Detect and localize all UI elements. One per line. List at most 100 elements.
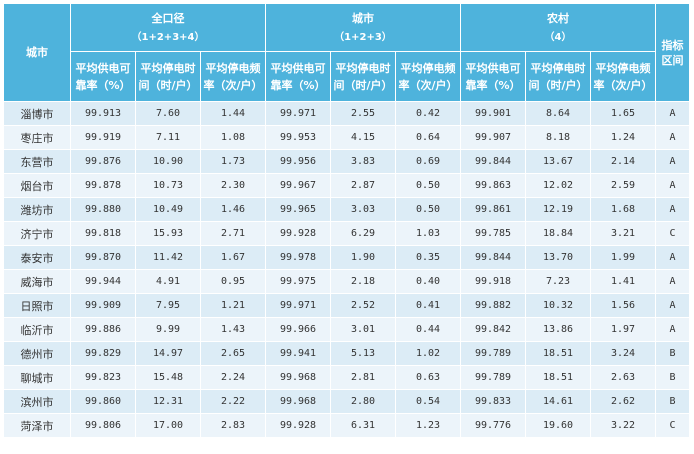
value-cell: 18.51	[525, 341, 591, 366]
value-cell: 99.880	[70, 197, 136, 222]
value-cell: 99.829	[70, 341, 136, 366]
value-cell: 99.860	[70, 389, 136, 414]
value-cell: 12.02	[525, 173, 591, 198]
city-cell: 德州市	[3, 341, 71, 366]
level-cell: A	[655, 149, 691, 174]
city-cell: 泰安市	[3, 245, 71, 270]
value-cell: 7.60	[135, 101, 201, 126]
value-cell: 99.886	[70, 317, 136, 342]
value-cell: 99.967	[265, 173, 331, 198]
value-cell: 9.99	[135, 317, 201, 342]
value-cell: 2.24	[200, 365, 266, 390]
city-cell: 菏泽市	[3, 413, 71, 438]
level-cell: A	[655, 173, 691, 198]
table-row: 枣庄市 99.919 7.11 1.08 99.953 4.15 0.64 99.907 8.1…	[3, 125, 691, 150]
value-cell: 2.22	[200, 389, 266, 414]
level-cell: A	[655, 269, 691, 294]
table-row: 威海市 99.944 4.91 0.95 99.975 2.18 0.40 99.918 7.2…	[3, 269, 691, 294]
value-cell: 1.90	[330, 245, 396, 270]
value-cell: 1.46	[200, 197, 266, 222]
group-header-urban: 城市 （1+2+3）	[265, 3, 461, 52]
value-cell: 13.86	[525, 317, 591, 342]
value-cell: 14.61	[525, 389, 591, 414]
value-cell: 7.11	[135, 125, 201, 150]
metric-header-rural-2: 平均停电频 率（次/户）	[589, 51, 657, 102]
city-cell: 枣庄市	[3, 125, 71, 150]
value-cell: 99.863	[460, 173, 526, 198]
value-cell: 0.42	[395, 101, 461, 126]
level-column-header: 指标 区间	[655, 3, 691, 102]
value-cell: 1.67	[200, 245, 266, 270]
value-cell: 15.93	[135, 221, 201, 246]
value-cell: 99.878	[70, 173, 136, 198]
value-cell: 99.823	[70, 365, 136, 390]
value-cell: 99.913	[70, 101, 136, 126]
value-cell: 12.19	[525, 197, 591, 222]
value-cell: 5.13	[330, 341, 396, 366]
table-row: 济宁市 99.818 15.93 2.71 99.928 6.29 1.03 99.785 18…	[3, 221, 691, 246]
value-cell: 99.928	[265, 413, 331, 438]
value-cell: 15.48	[135, 365, 201, 390]
value-cell: 2.30	[200, 173, 266, 198]
table-row: 日照市 99.909 7.95 1.21 99.971 2.52 0.41 99.882 10.…	[3, 293, 691, 318]
level-cell: A	[655, 293, 691, 318]
value-cell: 10.73	[135, 173, 201, 198]
value-cell: 99.928	[265, 221, 331, 246]
level-cell: A	[655, 245, 691, 270]
value-cell: 99.876	[70, 149, 136, 174]
value-cell: 99.975	[265, 269, 331, 294]
value-cell: 10.32	[525, 293, 591, 318]
value-cell: 99.971	[265, 293, 331, 318]
group-header-rural: 农村 （4）	[459, 3, 657, 52]
value-cell: 99.909	[70, 293, 136, 318]
value-cell: 2.81	[330, 365, 396, 390]
value-cell: 99.776	[460, 413, 526, 438]
value-cell: 99.861	[460, 197, 526, 222]
city-cell: 临沂市	[3, 317, 71, 342]
value-cell: 2.55	[330, 101, 396, 126]
value-cell: 99.901	[460, 101, 526, 126]
value-cell: 99.818	[70, 221, 136, 246]
level-cell: A	[655, 197, 691, 222]
value-cell: 99.968	[265, 389, 331, 414]
value-cell: 3.03	[330, 197, 396, 222]
city-cell: 东营市	[3, 149, 71, 174]
city-column-header: 城市	[3, 3, 71, 102]
value-cell: 99.785	[460, 221, 526, 246]
value-cell: 99.870	[70, 245, 136, 270]
value-cell: 99.965	[265, 197, 331, 222]
value-cell: 2.83	[200, 413, 266, 438]
metric-header-rural-0: 平均供电可 靠率（%）	[460, 51, 526, 102]
city-cell: 聊城市	[3, 365, 71, 390]
value-cell: 99.806	[70, 413, 136, 438]
value-cell: 99.789	[460, 341, 526, 366]
value-cell: 0.44	[395, 317, 461, 342]
value-cell: 6.29	[330, 221, 396, 246]
table-row: 烟台市 99.878 10.73 2.30 99.967 2.87 0.50 99.863 12…	[3, 173, 691, 198]
city-cell: 滨州市	[3, 389, 71, 414]
value-cell: 99.941	[265, 341, 331, 366]
level-cell: A	[655, 317, 691, 342]
power-reliability-table: 城市 全口径 （1+2+3+4） 城市 （1+2+3） 农村 （4） 指标 区间…	[3, 3, 691, 438]
table-row: 潍坊市 99.880 10.49 1.46 99.965 3.03 0.50 99.861 12…	[3, 197, 691, 222]
value-cell: 99.907	[460, 125, 526, 150]
value-cell: 99.956	[265, 149, 331, 174]
value-cell: 99.968	[265, 365, 331, 390]
value-cell: 0.40	[395, 269, 461, 294]
metric-header-rural-1: 平均停电时 间（时/户）	[525, 51, 591, 102]
value-cell: 2.62	[589, 389, 657, 414]
value-cell: 17.00	[135, 413, 201, 438]
value-cell: 99.918	[460, 269, 526, 294]
value-cell: 99.978	[265, 245, 331, 270]
value-cell: 0.95	[200, 269, 266, 294]
value-cell: 3.24	[589, 341, 657, 366]
metric-header-urban-0: 平均供电可 靠率（%）	[265, 51, 331, 102]
group-title: 农村	[547, 11, 570, 25]
table-row: 德州市 99.829 14.97 2.65 99.941 5.13 1.02 99.789 18…	[3, 341, 691, 366]
level-cell: C	[655, 413, 691, 438]
value-cell: 10.49	[135, 197, 201, 222]
value-cell: 1.68	[589, 197, 657, 222]
value-cell: 0.41	[395, 293, 461, 318]
value-cell: 99.842	[460, 317, 526, 342]
value-cell: 1.65	[589, 101, 657, 126]
